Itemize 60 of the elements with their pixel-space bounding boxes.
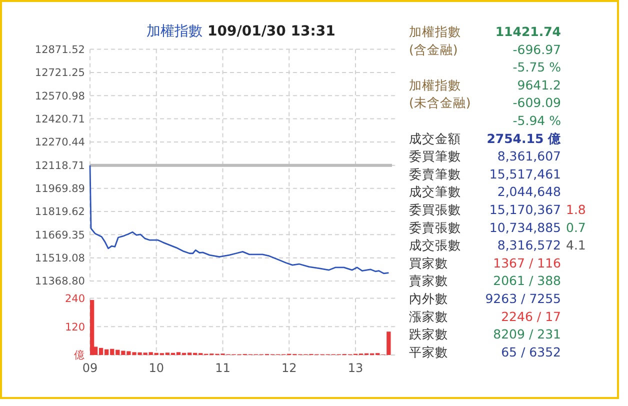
text: 內外數: [409, 291, 448, 306]
text: -5.75 %: [512, 60, 562, 75]
y-tick-label: 12871.52: [34, 44, 85, 56]
y-tick-label: 240: [64, 292, 85, 305]
text: 2061 / 388: [493, 273, 562, 288]
y-tick-label: 11669.35: [34, 229, 85, 242]
text: 加權指數: [409, 77, 461, 92]
text: 4.1: [566, 238, 586, 253]
y-tick-label: 11519.08: [34, 252, 85, 265]
text: 成交張數: [409, 238, 461, 253]
text: 平家數: [409, 344, 448, 360]
text: -5.94 %: [512, 113, 562, 128]
text: 1367 / 116: [493, 255, 562, 270]
y-tick-label: 11969.89: [34, 182, 85, 195]
x-tick-label: 09: [82, 361, 98, 375]
text: 0.7: [566, 220, 586, 235]
y-tick-label: 12118.71: [34, 160, 85, 172]
y-tick-label: 11368.80: [34, 276, 85, 288]
text: 買家數: [409, 255, 448, 270]
x-tick-label: 12: [281, 361, 297, 375]
y-tick-label: 12721.25: [34, 67, 85, 80]
text: 9263 / 7255: [485, 291, 561, 306]
y-tick-label: 12270.44: [34, 136, 86, 149]
text: 15,170,367: [489, 202, 561, 217]
text: 11421.74: [495, 24, 562, 39]
text: 8,316,572: [497, 238, 561, 253]
text: 1.8: [566, 202, 586, 217]
text: -609.09: [512, 95, 562, 110]
text: 10,734,885: [489, 220, 561, 235]
x-tick-label: 10: [148, 361, 164, 375]
x-tick-label: 11: [215, 361, 230, 375]
text: 2,044,648: [497, 184, 562, 200]
text: 15,517,461: [489, 166, 561, 182]
text: 跌家數: [409, 326, 448, 342]
text: 9641.2: [517, 77, 561, 92]
line-series: [89, 164, 390, 274]
y-tick-label: 億: [74, 348, 85, 362]
y-tick-label: 12420.71: [34, 113, 85, 126]
x-tick-label: 13: [348, 361, 364, 375]
text: 漲家數: [409, 308, 448, 324]
text: 委賣筆數: [409, 166, 461, 182]
text: 8209 / 231: [493, 326, 561, 342]
text: 委買張數: [409, 202, 461, 217]
text: 2754.15 億: [486, 130, 562, 146]
text: 賣家數: [409, 273, 448, 288]
text: 65 / 6352: [501, 344, 561, 360]
text: 成交筆數: [409, 184, 461, 200]
text: 加權指數: [409, 24, 461, 39]
y-tick-label: 120: [64, 321, 85, 334]
text: -696.97: [512, 42, 561, 57]
text: 成交金額: [409, 130, 461, 146]
text: (未含金融): [409, 95, 471, 110]
text: 8,361,607: [497, 148, 561, 164]
text: (含金融): [409, 42, 458, 57]
chart-title: 加權指數 109/01/30 13:31: [146, 23, 336, 40]
y-tick-label: 11819.62: [34, 206, 85, 218]
text: 2246 / 17: [501, 308, 561, 324]
y-tick-label: 12570.98: [34, 90, 85, 102]
text: 委買筆數: [409, 148, 461, 164]
text: 委賣張數: [409, 220, 461, 235]
